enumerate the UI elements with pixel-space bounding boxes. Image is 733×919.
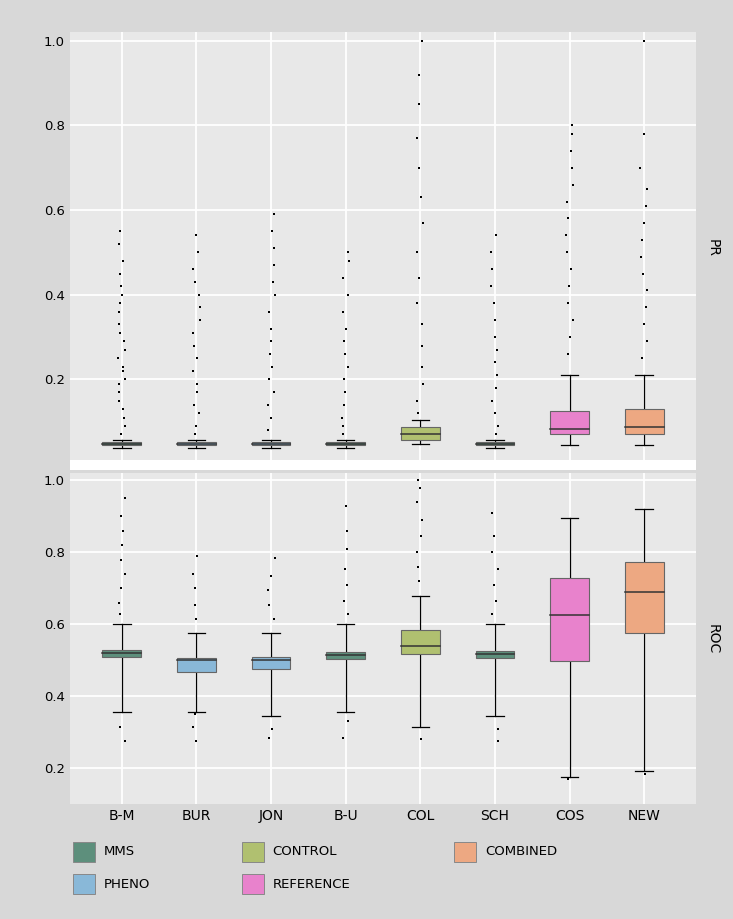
Bar <box>401 426 440 439</box>
Bar <box>326 652 365 659</box>
Text: PR: PR <box>706 239 720 257</box>
Bar <box>103 651 141 657</box>
Text: COMBINED: COMBINED <box>485 845 557 858</box>
Bar <box>550 411 589 434</box>
Bar <box>625 562 663 632</box>
Bar <box>103 442 141 446</box>
Bar <box>476 442 515 446</box>
Bar <box>251 657 290 669</box>
Bar <box>550 577 589 661</box>
Bar <box>177 658 216 672</box>
Bar <box>326 442 365 446</box>
Text: ROC: ROC <box>706 624 720 653</box>
Text: CONTROL: CONTROL <box>273 845 337 858</box>
Text: PHENO: PHENO <box>104 878 150 891</box>
Bar <box>251 442 290 446</box>
Bar <box>476 652 515 658</box>
Text: REFERENCE: REFERENCE <box>273 878 350 891</box>
Bar <box>625 409 663 434</box>
Bar <box>401 630 440 653</box>
Text: MMS: MMS <box>104 845 135 858</box>
Bar <box>177 442 216 446</box>
